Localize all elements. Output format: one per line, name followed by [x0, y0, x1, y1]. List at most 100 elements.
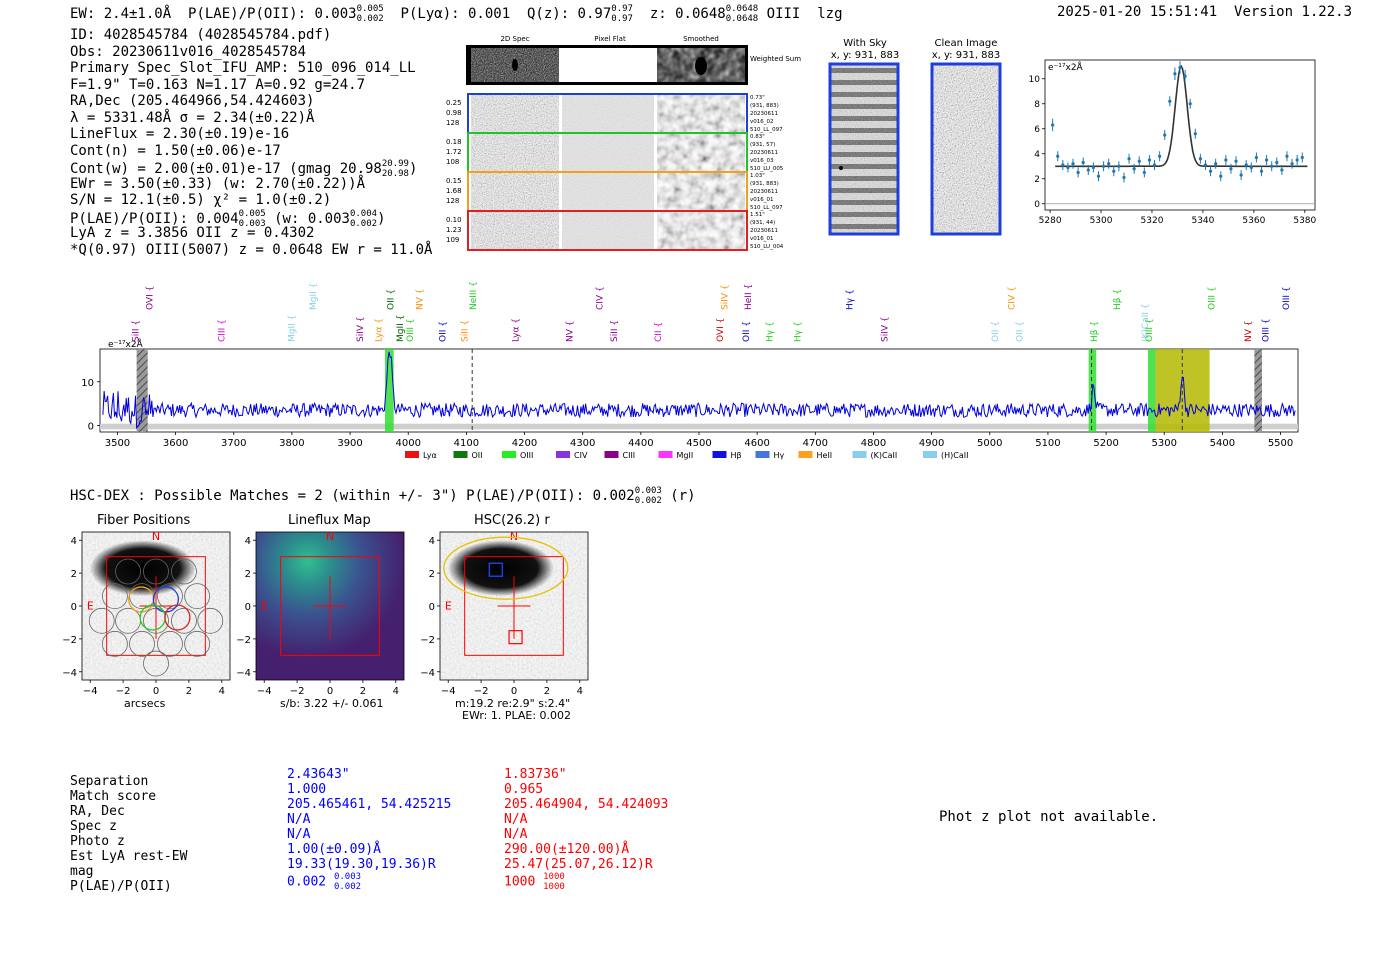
fit-data-point [1101, 164, 1106, 168]
fiber-circle [129, 630, 155, 657]
panel-caption-hsc-1: m:19.2 re:2.9" s:2.4" [455, 697, 571, 710]
stamp-separator [654, 134, 657, 171]
stamp-meta: 1.51" [750, 212, 765, 218]
legend-swatch [712, 451, 727, 458]
info-lambda: λ = 5331.48Å σ = 2.34(±0.22)Å [70, 109, 315, 126]
fit-data-point [1142, 170, 1146, 175]
fit-data-point [1265, 158, 1269, 162]
spectrum-line-label: CII { [654, 322, 664, 342]
header-plae-hi: 0.005 [356, 4, 384, 14]
fit-ytick-label: 6 [1034, 125, 1040, 135]
match-1-plae-lo: 0.002 [333, 882, 362, 892]
fit-data-point [1091, 165, 1095, 170]
fit-data-point [1076, 170, 1080, 175]
spectrum-xtick-label: 4300 [570, 438, 595, 449]
hsc-summary-lo: 0.002 [634, 496, 662, 506]
weighted-sum-text: Weighted Sum [750, 55, 801, 63]
compass-east: E [87, 599, 94, 612]
stamp-meta: 1.03" [750, 173, 765, 179]
fiber-circle [157, 630, 183, 657]
stamp-stat: 109 [446, 236, 459, 244]
stamp-meta: 20230611 [750, 228, 778, 234]
spectrum-error-band [100, 423, 1298, 430]
stamp-meta: v016_02 [750, 119, 774, 125]
match-2-ew: 290.00(±120.00)Å [504, 842, 630, 857]
spectrum-xtick-label: 5000 [977, 438, 1002, 449]
match-1-plae-value: 0.002 [287, 874, 327, 890]
match-label-mag: mag [70, 864, 94, 879]
fit-data-point [1061, 163, 1065, 167]
fiber-circle [101, 630, 128, 657]
with-sky-label: With Sky [843, 38, 887, 49]
stamp-stat: 1.23 [446, 226, 462, 234]
stamp-stat: 108 [446, 158, 459, 166]
spectrum-line-label: Hγ { [846, 289, 856, 310]
panel-title-hsc: HSC(26.2) r [474, 513, 550, 528]
spectrum-xtick-label: 5200 [1093, 438, 1118, 449]
cutout-xtick-label: 2 [186, 686, 192, 697]
stamp-meta: 0.83" [750, 134, 765, 140]
info-plae-text: P(LAE)/P(OII): 0.004 [70, 210, 239, 227]
stamp-meta: 20230611 [750, 150, 778, 156]
fit-data-point [1234, 159, 1238, 163]
match-label-plae: P(LAE)/P(OII) [70, 879, 172, 894]
line-fit-panel: 5280 5300 5320 5340 5360 5380 0 2 4 6 8 10 e⁻¹⁷x2Å [1029, 59, 1317, 226]
fit-xtick-label: 5320 [1141, 216, 1164, 226]
match-2-column: 1.83736" 0.965 205.464904, 54.424093 N/A… [504, 767, 669, 892]
legend-swatch [658, 451, 673, 458]
header-qz-lo: 0.97 [611, 14, 633, 24]
clean-image-label: Clean Image [934, 38, 998, 49]
fit-data-point [1285, 154, 1289, 158]
cutout-ytick-label: 4 [429, 536, 435, 547]
fiber-circle [101, 583, 128, 610]
legend-label: (K)CaII [871, 451, 898, 460]
stamp-flat-image [562, 173, 655, 210]
spectrum-line-label: OVI { [716, 318, 726, 342]
spectrum-highlight-band [1155, 349, 1210, 432]
match-1-marker [488, 562, 504, 577]
info-lineflux: LineFlux = 2.30(±0.19)e-16 [70, 126, 290, 142]
fit-data-point [1249, 165, 1253, 170]
match-2-marker [508, 630, 523, 645]
spectrum-xtick-label: 5400 [1210, 438, 1235, 449]
cutout-xtick-label: −4 [441, 686, 456, 697]
hsc-cutouts: N E −4 −4 −2 −2 0 0 2 2 4 4 N E −4 −4 −2 −2 0 0 2 2 4 4 N E −4 −4 −2… [62, 530, 589, 697]
stamp-smooth-image [657, 173, 745, 210]
fit-data-point [1254, 155, 1259, 160]
match-1-photoz: N/A [287, 827, 311, 842]
header-z-lo: 0.0648 [725, 14, 759, 24]
fit-data-point [1193, 132, 1197, 136]
match-2-radec: 205.464904, 54.424093 [504, 797, 669, 812]
stamp-stat: 0.98 [446, 109, 462, 117]
fit-data-point [1158, 154, 1162, 158]
stamp-2d-image [471, 95, 559, 132]
stamp-stat: 1.72 [446, 148, 462, 156]
spectrum-line-label: OVI { [146, 286, 156, 310]
fit-data-point [1198, 157, 1202, 161]
match-2-specz: N/A [504, 812, 528, 827]
spectrum-line-label: SiII { [610, 320, 620, 342]
spectrum-trace [102, 351, 1296, 430]
spectrum-ylabel: e⁻¹⁷x2Å [108, 338, 144, 350]
info-id: ID: 4028545784 (4028545784.pdf) [70, 27, 332, 43]
legend-label: Lyα [423, 451, 437, 460]
with-sky-coords: x, y: 931, 883 [830, 50, 900, 61]
spectrum-line-label: SiIV { [356, 316, 366, 342]
fit-data-point [1229, 167, 1233, 171]
cutout-xtick-label: 2 [360, 686, 366, 697]
weighted-sum-label: Weighted Sum [750, 55, 801, 63]
fit-data-point [1107, 162, 1111, 166]
match-2-plae-hi: 1000 [543, 872, 565, 882]
header-right: 2025-01-20 15:51:41 Version 1.22.3 [1057, 4, 1352, 20]
header-ew: EW: 2.4±1.0Å [70, 6, 172, 22]
panel-caption-hsc-2: EWr: 1. PLAE: 0.002 [462, 709, 572, 722]
fit-xtick-label: 5300 [1090, 216, 1113, 226]
spectrum-xtick-label: 4200 [512, 438, 537, 449]
compass-north: N [152, 530, 160, 543]
spectrum-masked-region [1254, 349, 1262, 432]
fit-data-point [1173, 72, 1177, 76]
cutout-ytick-label: 0 [429, 602, 435, 613]
cutout-xtick-label: 4 [577, 686, 583, 697]
fit-data-point [1239, 173, 1243, 177]
cutout-xtick-label: −4 [257, 686, 272, 697]
